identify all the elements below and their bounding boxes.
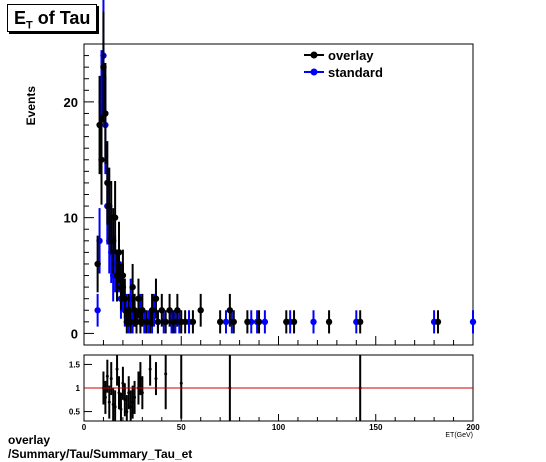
footer-dataset-label: overlay bbox=[8, 433, 51, 447]
ratio-point bbox=[138, 377, 142, 381]
ratio-y-tick-label: 1 bbox=[76, 384, 81, 393]
data-point bbox=[283, 318, 290, 326]
ratio-point bbox=[103, 395, 107, 399]
legend: overlay standard bbox=[304, 48, 383, 80]
ratio-point bbox=[109, 377, 113, 381]
data-point bbox=[255, 318, 263, 326]
ratio-point bbox=[140, 391, 144, 395]
data-point bbox=[127, 318, 134, 326]
ratio-point bbox=[127, 391, 131, 395]
data-point bbox=[98, 156, 105, 163]
data-point bbox=[244, 318, 251, 326]
data-point bbox=[94, 307, 101, 314]
data-point bbox=[261, 318, 269, 326]
y-tick-label: 20 bbox=[64, 95, 78, 110]
data-point bbox=[356, 318, 364, 326]
data-point bbox=[325, 318, 333, 326]
data-point bbox=[121, 295, 129, 302]
legend-swatch-marker bbox=[310, 51, 318, 59]
data-point bbox=[226, 307, 234, 314]
ratio-point bbox=[129, 405, 133, 409]
data-point bbox=[189, 318, 197, 326]
y-tick-label: 10 bbox=[64, 211, 78, 226]
ratio-point bbox=[148, 367, 152, 371]
main-axes: 0 10 20 Events bbox=[24, 43, 474, 346]
ratio-point bbox=[113, 405, 117, 409]
ratio-point bbox=[121, 381, 125, 385]
x-tick-label: 150 bbox=[369, 423, 383, 432]
data-point bbox=[135, 295, 142, 302]
ratio-series bbox=[84, 355, 473, 421]
data-point bbox=[139, 307, 146, 314]
footer-path-label: /Summary/Tau/Summary_Tau_et bbox=[8, 447, 193, 461]
data-point bbox=[222, 318, 230, 326]
data-point bbox=[111, 214, 119, 221]
ratio-y-tick-label: 0.5 bbox=[69, 408, 81, 417]
data-point bbox=[115, 249, 123, 256]
data-point bbox=[166, 307, 173, 314]
ratio-y-tick-label: 1.5 bbox=[69, 360, 81, 369]
ratio-point bbox=[107, 400, 111, 404]
x-tick-label: 0 bbox=[82, 423, 87, 432]
data-point bbox=[119, 272, 127, 279]
ratio-point bbox=[123, 398, 127, 402]
ratio-point bbox=[105, 374, 109, 378]
data-point bbox=[434, 318, 442, 326]
chart-title: ET of Tau bbox=[7, 4, 98, 32]
y-axis-label: Events bbox=[24, 86, 38, 126]
ratio-point bbox=[164, 372, 168, 376]
data-point bbox=[152, 295, 160, 302]
data-point bbox=[102, 110, 109, 117]
data-point bbox=[181, 318, 189, 326]
x-tick-label: 200 bbox=[466, 423, 480, 432]
data-point bbox=[170, 318, 177, 326]
data-point bbox=[216, 318, 224, 326]
ratio-point bbox=[125, 410, 129, 414]
data-point bbox=[290, 318, 298, 326]
data-point bbox=[154, 318, 162, 326]
data-point bbox=[174, 307, 181, 314]
data-point bbox=[148, 307, 156, 314]
data-point bbox=[158, 307, 165, 314]
ratio-point bbox=[179, 381, 183, 385]
x-tick-label: 50 bbox=[177, 423, 186, 432]
data-point bbox=[310, 318, 317, 326]
standard-series bbox=[94, 0, 477, 334]
ratio-point bbox=[131, 400, 135, 404]
x-tick-label: 100 bbox=[272, 423, 286, 432]
data-point bbox=[94, 260, 101, 268]
x-axis-label: ET(GeV) bbox=[445, 432, 473, 439]
ratio-point bbox=[133, 395, 137, 399]
ratio-point bbox=[115, 367, 119, 371]
overlay-series bbox=[94, 11, 442, 334]
data-point bbox=[230, 318, 237, 326]
data-point bbox=[129, 283, 136, 291]
data-point bbox=[469, 318, 477, 326]
ratio-point bbox=[117, 391, 121, 395]
ratio-point bbox=[154, 377, 158, 381]
legend-entry: standard bbox=[328, 65, 383, 80]
data-point bbox=[162, 318, 169, 326]
ratio-point bbox=[111, 403, 115, 406]
data-point bbox=[197, 307, 204, 314]
y-tick-label: 0 bbox=[71, 326, 78, 341]
legend-swatch-marker bbox=[310, 68, 318, 76]
legend-entry: overlay bbox=[328, 48, 374, 63]
ratio-point bbox=[119, 407, 123, 411]
